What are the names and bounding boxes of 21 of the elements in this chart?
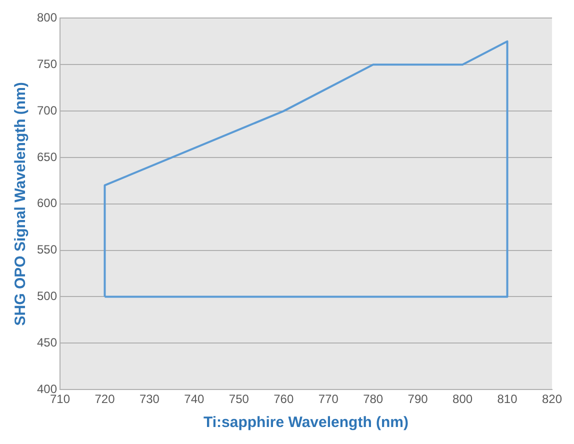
x-tick-label: 760 — [274, 392, 294, 406]
y-tick-label: 550 — [36, 242, 58, 257]
y-tick-label: 500 — [36, 289, 58, 304]
y-axis-title: SHG OPO Signal Wavelength (nm) — [12, 82, 30, 326]
y-tick-label: 800 — [36, 10, 58, 25]
y-tick-label: 650 — [36, 150, 58, 164]
x-tick-label: 780 — [363, 392, 384, 406]
x-tick-label: 740 — [184, 392, 205, 406]
x-tick-label: 770 — [318, 392, 339, 406]
y-tick-label: 600 — [36, 196, 58, 210]
x-tick-label: 800 — [452, 392, 473, 406]
x-tick-label: 720 — [94, 392, 116, 406]
x-tick-label: 810 — [497, 392, 518, 406]
y-tick-label: 450 — [36, 335, 58, 350]
y-tick-label: 700 — [36, 103, 58, 118]
x-tick-label: 820 — [542, 392, 562, 406]
x-axis-title: Ti:sapphire Wavelength (nm) — [203, 414, 409, 432]
x-tick-label: 750 — [228, 392, 250, 406]
x-tick-label: 730 — [139, 392, 160, 406]
y-tick-label: 750 — [36, 56, 58, 71]
x-tick-label: 790 — [408, 392, 428, 406]
